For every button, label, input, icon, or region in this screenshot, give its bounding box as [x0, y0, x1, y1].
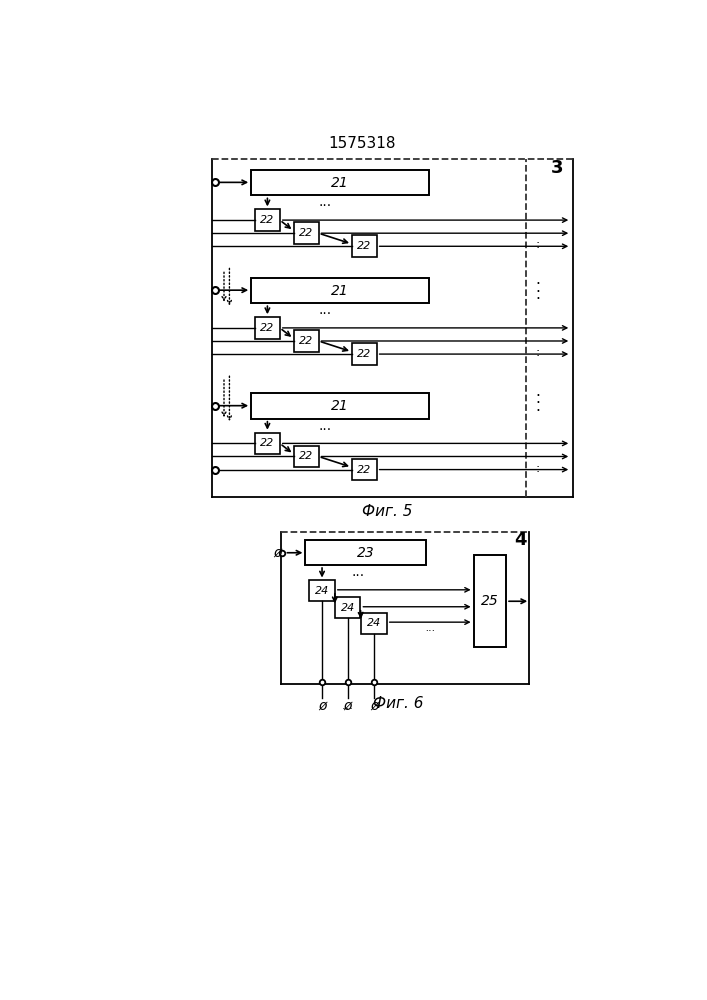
Bar — [251, 170, 429, 195]
Bar — [255, 317, 280, 339]
Text: 22: 22 — [357, 349, 371, 359]
Bar — [293, 446, 319, 467]
Text: 22: 22 — [260, 323, 274, 333]
Text: 23: 23 — [356, 546, 374, 560]
Text: ø: ø — [344, 698, 352, 712]
Text: .: . — [535, 280, 540, 295]
Bar — [251, 278, 429, 303]
Text: 24: 24 — [367, 618, 381, 628]
Text: Фиг. 6: Фиг. 6 — [373, 696, 423, 711]
Text: .: . — [535, 272, 540, 287]
Bar — [293, 330, 319, 352]
Text: .: . — [535, 384, 540, 399]
Text: :: : — [536, 462, 540, 475]
Text: 22: 22 — [299, 228, 313, 238]
Text: 21: 21 — [332, 284, 349, 298]
Text: ...: ... — [318, 303, 332, 317]
Text: 22: 22 — [260, 215, 274, 225]
Bar — [361, 613, 387, 634]
Text: ...: ... — [318, 419, 332, 433]
Text: ø: ø — [273, 546, 281, 560]
Text: ø: ø — [370, 698, 378, 712]
Text: 22: 22 — [357, 241, 371, 251]
Bar — [255, 209, 280, 231]
Text: .: . — [535, 399, 540, 414]
Text: ...: ... — [351, 565, 364, 579]
Bar — [255, 433, 280, 454]
Text: ...: ... — [425, 623, 436, 633]
Text: ...: ... — [342, 699, 354, 712]
Bar — [293, 222, 319, 244]
Text: .: . — [535, 287, 540, 302]
Text: 22: 22 — [357, 465, 371, 475]
Text: :: : — [536, 238, 540, 251]
Bar — [352, 343, 377, 365]
Text: ...: ... — [318, 195, 332, 209]
Text: .: . — [535, 391, 540, 406]
Text: 21: 21 — [332, 176, 349, 190]
Bar — [335, 597, 361, 618]
Text: 21: 21 — [332, 399, 349, 413]
Bar — [352, 235, 377, 257]
Bar — [251, 393, 429, 419]
Text: :: : — [536, 346, 540, 359]
Text: 1575318: 1575318 — [328, 136, 396, 151]
Text: 3: 3 — [551, 159, 563, 177]
Text: 24: 24 — [315, 586, 329, 596]
Text: 24: 24 — [341, 603, 355, 613]
Bar — [352, 459, 377, 480]
Bar — [309, 580, 335, 601]
Text: 25: 25 — [481, 594, 498, 608]
Bar — [474, 555, 506, 647]
Text: 22: 22 — [299, 336, 313, 346]
Text: 4: 4 — [514, 531, 526, 549]
Text: ø: ø — [317, 698, 327, 712]
Text: 22: 22 — [260, 438, 274, 448]
Text: Фиг. 5: Фиг. 5 — [361, 504, 412, 519]
Bar — [305, 540, 426, 565]
Text: 22: 22 — [299, 451, 313, 461]
